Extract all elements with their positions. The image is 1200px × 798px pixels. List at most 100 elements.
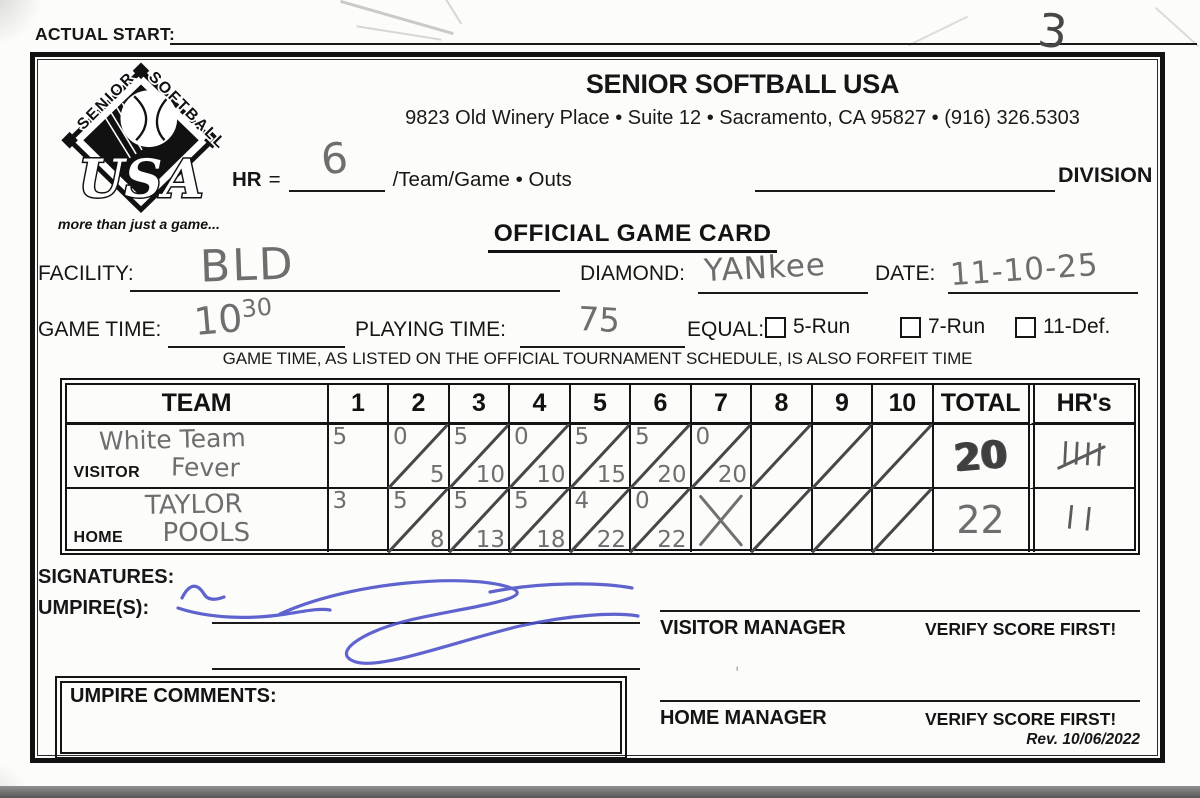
photo-edge-band [0,786,1200,798]
home-manager-label: HOME MANAGER [660,707,827,729]
inning-column-header: 8 [750,384,811,425]
umpire-signature [176,579,640,665]
facility-label: FACILITY: [38,262,134,285]
inning-column-header: 7 [689,384,750,425]
checkbox-icon [900,317,921,338]
actual-start-label: ACTUAL START: [35,24,175,44]
game-card: SENIOR SOFTBALL USA more than just a gam… [30,52,1165,763]
inning-cell: 5 20 [629,424,690,489]
org-name: SENIOR SOFTBALL USA [585,69,900,99]
game-time-handwritten-value: 1030 [192,292,274,345]
home-manager-line [660,700,1140,702]
scoreboard-grid: TEAM 1 2 3 4 5 6 7 8 9 10 TOTAL HR's VISITOR White Tea… [66,384,1134,553]
senior-softball-usa-logo: SENIOR SOFTBALL USA more than just a gam… [58,62,232,233]
inning-runs: 5 [574,423,590,450]
logo-usa-text: USA [78,148,203,210]
date-line: 11-10-25 [948,247,1138,294]
inning-cell: 0 22 [629,487,690,553]
pencil-smudge [339,0,455,35]
inning-column-header: 2 [387,384,448,425]
visitor-verify-note: VERIFY SCORE FIRST! [925,619,1117,639]
pencil-smudge [1154,6,1200,48]
inning-cell: 4 22 [568,487,630,553]
equal-option: 5-Run [765,315,850,339]
team-cell: VISITOR White Team Fever [66,423,327,489]
total-score-handwritten: 22 [956,498,1005,542]
inning-cell [810,424,871,489]
inning-runs: 0 [695,423,711,450]
hrs-column-header: HR's [1027,384,1134,425]
inning-column-header: 4 [508,384,569,425]
inning-runs: 3 [332,487,348,514]
inning-cumulative-score: 18 [536,526,566,553]
inning-cumulative-score: 22 [596,526,626,553]
inning-runs: 5 [453,423,469,450]
page-title: OFFICIAL GAME CARD [487,220,778,253]
inning-cell: 5 13 [447,488,509,553]
inning-cumulative-score: 13 [475,526,505,553]
equal-option: 11-Def. [1015,315,1110,339]
playing-time-handwritten-value: 75 [577,298,621,341]
diamond-line: YANkee [698,247,868,294]
total-column-header: TOTAL [931,384,1028,425]
hr-blank: 6 [288,133,385,192]
umpire-signature-line-2 [212,668,640,670]
umpire-comments-label: UMPIRE COMMENTS: [70,685,277,707]
pencil-smudge [907,15,969,47]
equal-option: 7-Run [900,315,985,339]
game-time-label: GAME TIME: [38,318,162,341]
inning-cumulative-score: 22 [657,526,687,553]
inning-cumulative-score: 20 [657,461,687,488]
inning-cell: 3 [326,487,388,552]
inning-cell [689,488,751,552]
hr-equals: = [268,168,281,191]
facility-line: BLD [130,238,560,293]
umpire-signature-line-1 [212,622,640,624]
hr-handwritten-value: 6 [318,132,350,185]
diamond-label: DIAMOND: [580,262,685,285]
playing-time-label: PLAYING TIME: [355,318,506,341]
inning-column-header: 6 [629,384,690,425]
hrs-cell: llll [1027,424,1134,489]
total-score-handwritten: 20 [952,431,1009,480]
team-role-label: HOME [73,528,124,546]
inning-runs: 4 [574,487,590,514]
total-cell: 20 [931,424,1028,489]
team-name-handwritten: TAYLOR [144,488,243,521]
team-column-header: TEAM [66,385,327,425]
team-role-label: VISITOR [73,463,141,481]
inning-runs: 0 [514,423,529,450]
scoreboard: TEAM 1 2 3 4 5 6 7 8 9 10 TOTAL HR's VISITOR White Tea… [60,378,1140,555]
stray-pencil-mark: ' [735,663,740,682]
inning-cell [871,488,932,552]
checkbox-icon [1015,317,1036,338]
hrs-tally-mark: ll [1064,500,1104,540]
team-name-handwritten: POOLS [162,517,251,548]
date-handwritten-value: 11-10-25 [948,246,1100,294]
inning-cell [750,488,811,552]
inning-cell [810,488,872,552]
inning-cell [871,424,932,489]
facility-handwritten-value: BLD [199,238,296,293]
inning-runs: 5 [393,487,408,514]
org-address: 9823 Old Winery Place • Suite 12 • Sacra… [405,107,1080,129]
inning-runs: 0 [635,487,650,514]
logo-tagline: more than just a game... [58,217,220,233]
hr-suffix: /Team/Game • Outs [392,168,572,191]
inning-cumulative-score: 5 [429,461,445,488]
revision-date: Rev. 10/06/2022 [1026,731,1140,748]
inning-cumulative-score: 10 [536,461,566,488]
inning-cell: 0 10 [508,423,569,489]
checkbox-icon [765,317,786,338]
hr-label: HR [232,168,262,191]
inning-cell: 0 20 [689,423,750,489]
date-label: DATE: [875,262,936,285]
inning-cell: 5 18 [508,488,569,553]
playing-time-line: 75 [520,299,685,348]
inning-runs: 0 [393,423,408,450]
inning-cumulative-score: 20 [717,461,747,488]
forfeit-note: GAME TIME, AS LISTED ON THE OFFICIAL TOU… [222,349,973,368]
